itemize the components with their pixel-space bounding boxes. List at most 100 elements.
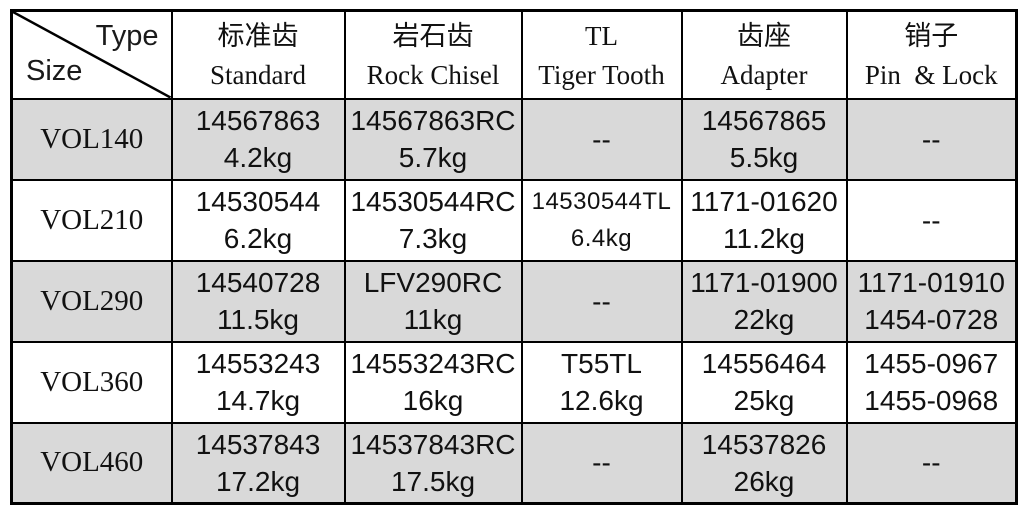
part-line: 14567863RC [350,105,516,136]
part-cell: 14540728 11.5kg [170,259,346,343]
parts-table: Type Size 标准齿 Standard 岩石齿 Rock Chisel T… [10,9,1018,505]
part-line: 7.3kg [398,223,468,254]
part-line: 14553243RC [350,348,516,379]
part-line: 14530544TL [531,188,672,215]
column-header-en: Pin & Lock [864,59,998,90]
part-line: 14553243 [195,348,321,379]
column-header-zh: 销子 [904,20,959,51]
row-size-label: VOL140 [10,97,173,181]
part-cell: T55TL 12.6kg [520,340,683,424]
diagonal-line-icon [13,12,170,97]
part-line: 1455-0968 [864,385,999,416]
column-header-adapter: 齿座 Adapter [680,9,848,100]
part-line: 6.2kg [223,223,293,254]
part-line: 14540728 [195,267,321,298]
part-line: 1455-0967 [864,348,999,379]
part-line: 14567865 [701,105,827,136]
part-line: 1171-01910 [857,267,1005,298]
part-line: T55TL [561,348,642,379]
column-header-en: Rock Chisel [366,59,500,90]
row-size-label: VOL210 [10,178,173,262]
part-line: 11.2kg [723,223,805,254]
part-line: 14567863 [195,105,321,136]
column-header-rock-chisel: 岩石齿 Rock Chisel [343,9,523,100]
empty-marker: -- [921,447,941,479]
column-header-tiger-tooth: TL Tiger Tooth [520,9,683,100]
part-cell: -- [845,178,1018,262]
part-line: 11.5kg [217,304,299,335]
part-cell: 14537826 26kg [680,421,848,505]
corner-type-label: Type [95,20,159,52]
corner-cell: Type Size [10,9,173,100]
part-line: 1171-01620 [690,186,838,217]
table-row: VOL460 14537843 17.2kg 14537843RC 17.5kg -- 14… [10,421,1018,505]
column-header-zh: TL [585,20,618,51]
part-line: LFV290RC [363,267,503,298]
part-cell: -- [845,421,1018,505]
column-header-zh: 齿座 [737,20,791,51]
part-line: 26kg [733,465,795,497]
part-line: 17.5kg [390,465,476,497]
part-line: 14537843 [195,428,321,460]
part-cell: 14567863RC 5.7kg [343,97,523,181]
table-body: VOL140 14567863 4.2kg 14567863RC 5.7kg -- 1456… [10,97,1018,505]
part-cell: 1171-01910 1454-0728 [845,259,1018,343]
part-line: 1171-01900 [690,267,838,298]
empty-marker: -- [921,204,941,236]
part-line: 11kg [403,304,463,335]
part-line: 5.7kg [398,142,468,173]
part-cell: 1171-01620 11.2kg [680,178,848,262]
part-line: 12.6kg [559,385,644,416]
part-line: 16kg [402,385,464,416]
part-line: 6.4kg [570,225,633,252]
table-row: VOL210 14530544 6.2kg 14530544RC 7.3kg 145305… [10,178,1018,262]
column-header-en: Tiger Tooth [538,59,665,90]
part-line: 1454-0728 [864,304,999,335]
column-header-en: Adapter [720,59,808,90]
column-header-en: Standard [210,59,306,90]
row-size-label: VOL360 [10,340,173,424]
part-cell: 14537843 17.2kg [170,421,346,505]
row-size-label: VOL460 [10,421,173,505]
part-line: 22kg [733,304,795,335]
empty-marker: -- [921,123,941,155]
table-row: VOL360 14553243 14.7kg 14553243RC 16kg T55TL 1… [10,340,1018,424]
part-cell: 1171-01900 22kg [680,259,848,343]
empty-marker: -- [592,123,611,155]
part-line: 14537826 [701,428,827,460]
part-cell: -- [845,97,1018,181]
part-cell: 1455-0967 1455-0968 [845,340,1018,424]
column-header-zh: 标准齿 [217,20,299,51]
column-header-zh: 岩石齿 [392,20,474,51]
header-row: Type Size 标准齿 Standard 岩石齿 Rock Chisel T… [10,9,1018,100]
part-cell: -- [520,421,683,505]
part-cell: 14553243RC 16kg [343,340,523,424]
table-row: VOL140 14567863 4.2kg 14567863RC 5.7kg -- 1456… [10,97,1018,181]
part-line: 14537843RC [350,428,516,460]
part-cell: 14530544TL 6.4kg [520,178,683,262]
part-cell: 14567863 4.2kg [170,97,346,181]
part-line: 14530544 [195,186,321,217]
corner-size-label: Size [26,54,83,87]
part-line: 25kg [733,385,795,416]
column-header-standard: 标准齿 Standard [170,9,346,100]
part-cell: 14567865 5.5kg [680,97,848,181]
part-line: 14.7kg [215,385,301,416]
column-header-pin-lock: 销子 Pin & Lock [845,9,1018,100]
part-line: 14530544RC [350,186,516,217]
empty-marker: -- [592,285,611,317]
part-line: 4.2kg [223,142,293,173]
part-cell: 14553243 14.7kg [170,340,346,424]
row-size-label: VOL290 [10,259,173,343]
part-line: 17.2kg [215,465,301,497]
part-line: 14556464 [701,348,827,379]
part-cell: -- [520,97,683,181]
empty-marker: -- [592,447,611,479]
table-row: VOL290 14540728 11.5kg LFV290RC 11kg -- 1171-0… [10,259,1018,343]
part-cell: 14537843RC 17.5kg [343,421,523,505]
part-line: 5.5kg [729,142,799,173]
part-cell: 14530544 6.2kg [170,178,346,262]
part-cell: LFV290RC 11kg [343,259,523,343]
part-cell: 14556464 25kg [680,340,848,424]
